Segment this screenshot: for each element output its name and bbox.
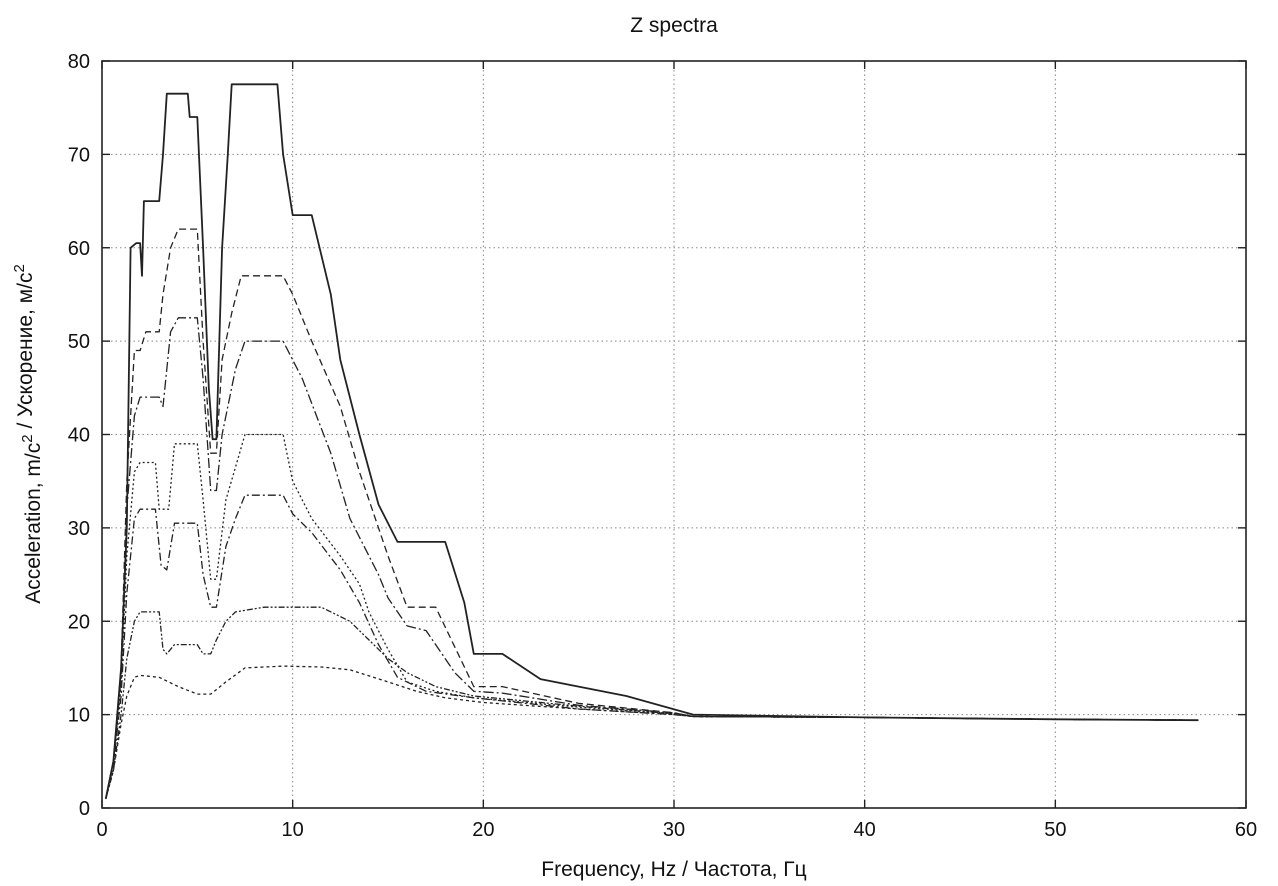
x-tick-label: 30 (663, 819, 685, 841)
series-line-4 (105, 433, 1199, 799)
y-tick-label: 80 (68, 51, 90, 73)
x-tick-label: 50 (1044, 819, 1066, 841)
series-line-5 (105, 494, 1199, 799)
x-tick-label: 60 (1235, 819, 1257, 841)
y-tick-label: 0 (79, 798, 90, 820)
y-axis-label: Acceleration, m/c2 / Ускорение, м/с2 (11, 264, 45, 604)
chart-title: Z spectra (630, 14, 718, 37)
x-tick-label: 40 (854, 819, 876, 841)
grid-lines (102, 61, 1246, 808)
data-series (104, 83, 1199, 799)
series-line-7 (105, 665, 1199, 799)
y-tick-label: 10 (68, 705, 90, 727)
x-axis-label: Frequency, Hz / Частота, Гц (541, 858, 806, 881)
y-tick-label: 20 (68, 611, 90, 633)
x-tick-label: 0 (96, 819, 107, 841)
y-tick-label: 40 (68, 425, 90, 447)
y-tick-label: 60 (68, 238, 90, 260)
series-line-2 (105, 228, 1199, 799)
y-tick-label: 50 (68, 331, 90, 353)
y-tick-label: 30 (68, 518, 90, 540)
series-line-1 (104, 83, 1199, 799)
y-tick-label: 70 (68, 144, 90, 166)
axis-ticks: 0 10 20 30 40 50 60 0 10 20 30 40 50 60 70 80 (68, 51, 1257, 841)
x-tick-label: 10 (282, 819, 304, 841)
series-line-6 (105, 606, 1199, 799)
x-tick-label: 20 (472, 819, 494, 841)
series-line-3 (105, 317, 1199, 799)
